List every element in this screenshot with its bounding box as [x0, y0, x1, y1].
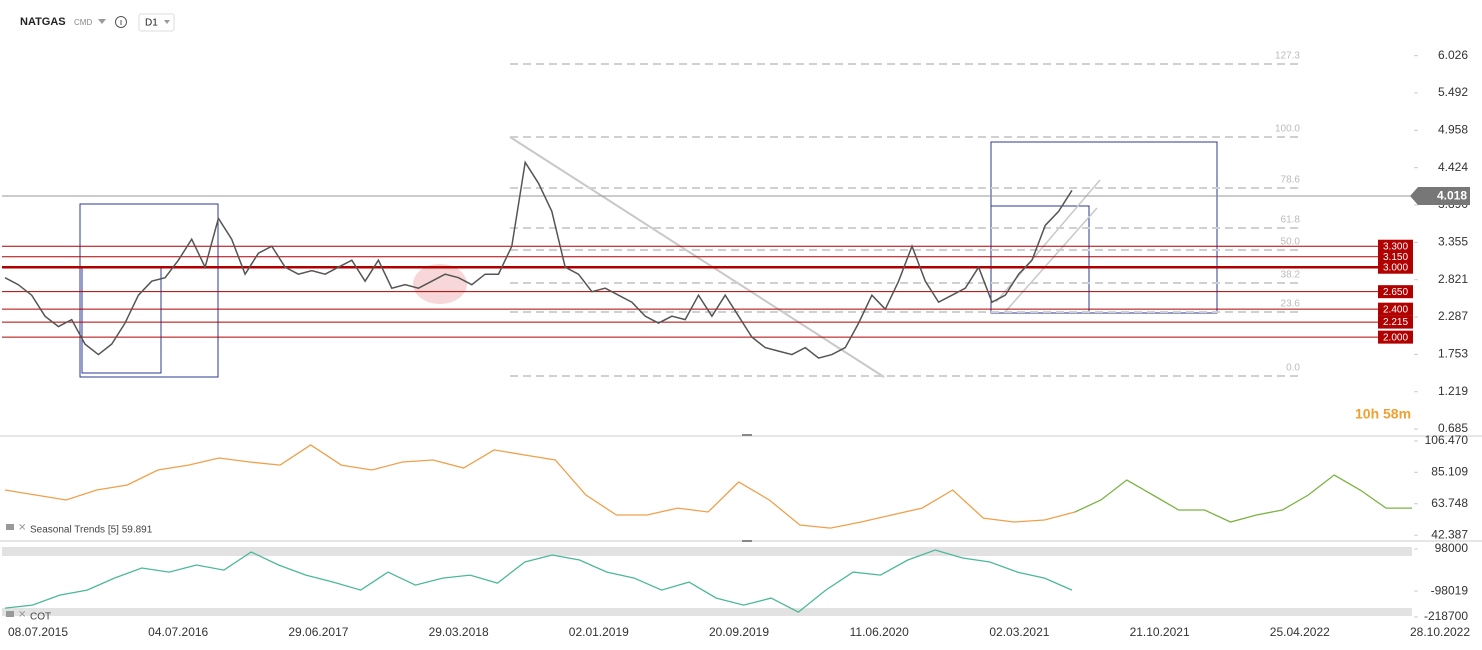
- box[interactable]: [79, 203, 219, 378]
- x-tick-label: 29.03.2018: [429, 625, 489, 639]
- box[interactable]: [990, 205, 1090, 314]
- series-line: [4, 160, 1073, 359]
- y-tick-label: 98000: [1435, 541, 1469, 555]
- level-label: 2.000: [1383, 332, 1408, 343]
- x-tick-label: 02.01.2019: [569, 625, 629, 639]
- y-tick-label: 42.387: [1431, 527, 1468, 541]
- level-label: 3.300: [1383, 241, 1408, 252]
- level-tag: [1378, 239, 1413, 253]
- indicator-label: COT: [30, 612, 51, 623]
- last-price-label: 4.018: [1437, 189, 1467, 203]
- x-tick-label: 28.10.2022: [1410, 625, 1470, 639]
- x-tick-label: 21.10.2021: [1130, 625, 1190, 639]
- resize-handle[interactable]: [742, 540, 752, 542]
- level-label: 2.215: [1383, 317, 1408, 328]
- y-tick-label: 85.109: [1431, 464, 1468, 478]
- cot-band: [2, 608, 1412, 616]
- level-tag: [1378, 250, 1413, 264]
- symbol[interactable]: NATGAS: [20, 16, 66, 28]
- y-tick-label: 4.958: [1438, 122, 1468, 136]
- y-tick-label: 106.470: [1425, 433, 1469, 447]
- level-label: 3.000: [1383, 262, 1408, 273]
- last-price-tag: [1410, 187, 1470, 206]
- x-tick-label: 11.06.2020: [850, 625, 909, 639]
- level-tag: [1378, 260, 1413, 274]
- indicator-label: Seasonal Trends [5] 59.891: [30, 525, 153, 536]
- close-icon[interactable]: ✕: [18, 610, 26, 621]
- fib-label: 38.2: [1281, 270, 1301, 281]
- close-icon[interactable]: ✕: [18, 523, 26, 534]
- menu-icon[interactable]: [6, 524, 14, 530]
- dropdown-arrow[interactable]: [98, 19, 106, 24]
- y-tick-label: 4.424: [1438, 160, 1468, 174]
- y-tick-label: 6.026: [1438, 48, 1468, 62]
- x-tick-label: 29.06.2017: [288, 625, 348, 639]
- fib-label: 23.6: [1281, 299, 1301, 310]
- level-label: 2.400: [1383, 304, 1408, 315]
- series-line: [4, 549, 1073, 613]
- series-line: [1074, 474, 1412, 523]
- market: CMD: [74, 18, 92, 27]
- cot-band: [2, 547, 1412, 556]
- y-tick-label: 3.355: [1438, 235, 1468, 249]
- y-tick-label: 0.685: [1438, 421, 1468, 435]
- x-tick-label: 08.07.2015: [8, 625, 68, 639]
- y-tick-label: -218700: [1424, 609, 1468, 623]
- fib-label: 0.0: [1286, 363, 1300, 374]
- y-tick-label: 1.219: [1438, 384, 1468, 398]
- y-tick-label: 1.753: [1438, 347, 1468, 361]
- highlight: [413, 264, 467, 304]
- level-tag: [1378, 302, 1413, 316]
- y-tick-label: -98019: [1431, 583, 1469, 597]
- interval: D1: [145, 18, 158, 29]
- fib-label: 127.3: [1275, 51, 1300, 62]
- channel-line[interactable]: [1004, 207, 1098, 313]
- fib-label: 61.8: [1281, 215, 1301, 226]
- y-tick-label: 63.748: [1431, 496, 1468, 510]
- timer: 10h 58m: [1355, 406, 1411, 422]
- level-tag: [1378, 315, 1413, 329]
- fib-label: 100.0: [1275, 124, 1300, 135]
- y-tick-label: 2.821: [1438, 272, 1468, 286]
- menu-icon[interactable]: [6, 611, 14, 617]
- info-icon[interactable]: [115, 16, 127, 28]
- series-line: [4, 444, 1076, 529]
- level-tag: [1378, 330, 1413, 344]
- level-label: 2.650: [1383, 287, 1408, 298]
- x-tick-label: 04.07.2016: [148, 625, 208, 639]
- level-tag: [1378, 285, 1413, 299]
- fib-label: 78.6: [1281, 175, 1301, 186]
- interval-arrow: [164, 20, 170, 24]
- resize-handle[interactable]: [742, 434, 752, 436]
- x-tick-label: 02.03.2021: [989, 625, 1049, 639]
- fib-label: 50.0: [1281, 237, 1301, 248]
- y-tick-label: 2.287: [1438, 309, 1468, 323]
- level-label: 3.150: [1383, 252, 1408, 263]
- interval-select[interactable]: [138, 13, 175, 32]
- x-tick-label: 20.09.2019: [709, 625, 769, 639]
- y-tick-label: 5.492: [1438, 85, 1468, 99]
- x-tick-label: 25.04.2022: [1270, 625, 1330, 639]
